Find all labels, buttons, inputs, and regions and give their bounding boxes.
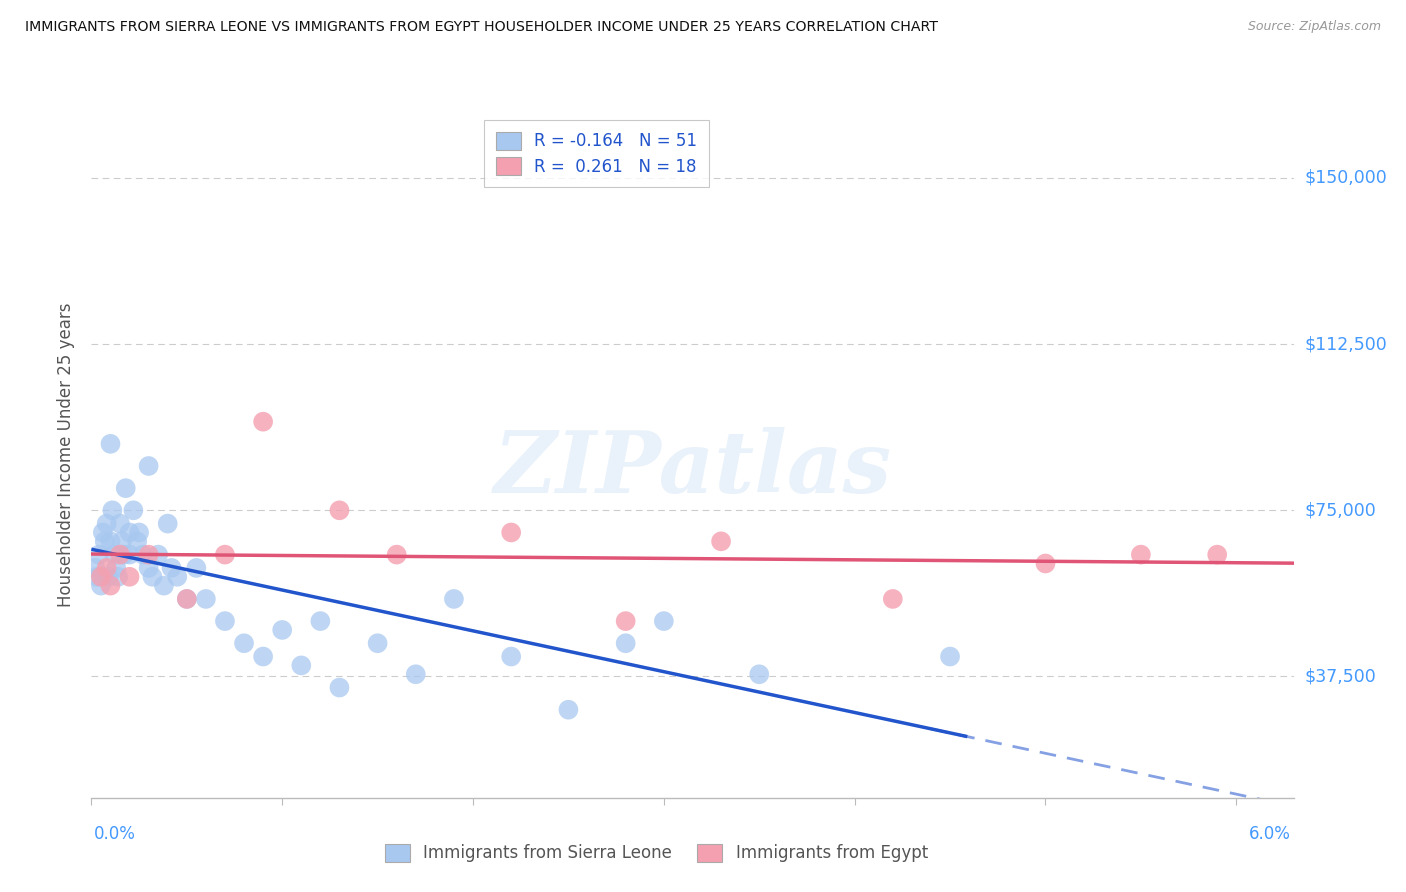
Point <box>138 458 160 473</box>
Point <box>328 503 350 517</box>
Point <box>501 649 523 664</box>
Point <box>233 636 256 650</box>
Point <box>132 548 155 562</box>
Point <box>214 614 236 628</box>
Text: $150,000: $150,000 <box>1305 169 1388 187</box>
Point <box>156 516 179 531</box>
Point <box>93 534 115 549</box>
Point <box>186 561 208 575</box>
Point <box>127 534 149 549</box>
Point <box>103 548 125 562</box>
Point <box>194 591 217 606</box>
Point <box>614 614 637 628</box>
Point <box>748 667 770 681</box>
Point <box>97 570 120 584</box>
Text: $112,500: $112,500 <box>1305 335 1388 353</box>
Point <box>96 516 118 531</box>
Point <box>652 614 675 628</box>
Point <box>107 570 129 584</box>
Point <box>90 570 112 584</box>
Point <box>252 649 274 664</box>
Text: 0.0%: 0.0% <box>94 825 136 843</box>
Point <box>153 579 176 593</box>
Point <box>214 548 236 562</box>
Point <box>100 437 122 451</box>
Point <box>252 415 274 429</box>
Point <box>87 548 110 562</box>
Text: 6.0%: 6.0% <box>1249 825 1291 843</box>
Point <box>271 623 294 637</box>
Point <box>160 561 183 575</box>
Point <box>882 591 904 606</box>
Point <box>128 525 150 540</box>
Legend: Immigrants from Sierra Leone, Immigrants from Egypt: Immigrants from Sierra Leone, Immigrants… <box>378 837 935 869</box>
Text: $75,000: $75,000 <box>1305 501 1376 519</box>
Point <box>1206 548 1229 562</box>
Point <box>138 561 160 575</box>
Point <box>367 636 389 650</box>
Point <box>166 570 188 584</box>
Point <box>90 579 112 593</box>
Point <box>138 548 160 562</box>
Text: Source: ZipAtlas.com: Source: ZipAtlas.com <box>1247 20 1381 33</box>
Point <box>118 570 141 584</box>
Point <box>176 591 198 606</box>
Point <box>939 649 962 664</box>
Point <box>84 561 107 575</box>
Point <box>148 548 170 562</box>
Point <box>100 579 122 593</box>
Point <box>557 703 579 717</box>
Point <box>328 681 350 695</box>
Point <box>141 570 163 584</box>
Point <box>118 525 141 540</box>
Point <box>101 503 124 517</box>
Point <box>309 614 332 628</box>
Point <box>105 561 128 575</box>
Point <box>405 667 427 681</box>
Text: ZIPatlas: ZIPatlas <box>494 427 891 510</box>
Point <box>710 534 733 549</box>
Point <box>443 591 465 606</box>
Point <box>176 591 198 606</box>
Text: $37,500: $37,500 <box>1305 667 1376 685</box>
Point <box>501 525 523 540</box>
Point <box>114 481 136 495</box>
Point <box>108 548 131 562</box>
Y-axis label: Householder Income Under 25 years: Householder Income Under 25 years <box>58 302 76 607</box>
Point <box>118 548 141 562</box>
Point <box>112 548 135 562</box>
Point <box>86 570 108 584</box>
Point <box>1035 557 1057 571</box>
Point <box>96 561 118 575</box>
Point <box>111 534 134 549</box>
Point <box>91 525 114 540</box>
Point <box>614 636 637 650</box>
Point <box>1129 548 1152 562</box>
Text: IMMIGRANTS FROM SIERRA LEONE VS IMMIGRANTS FROM EGYPT HOUSEHOLDER INCOME UNDER 2: IMMIGRANTS FROM SIERRA LEONE VS IMMIGRAN… <box>25 20 938 34</box>
Point <box>108 516 131 531</box>
Point <box>100 534 122 549</box>
Point <box>385 548 408 562</box>
Point <box>122 503 145 517</box>
Point <box>290 658 312 673</box>
